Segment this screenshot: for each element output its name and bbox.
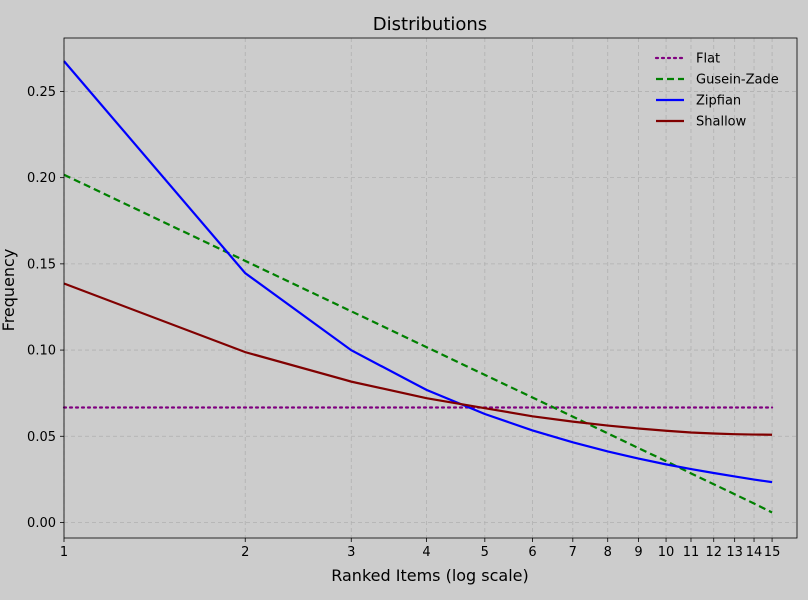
- series-line-gusein-zade: [63, 173, 773, 514]
- x-tick-label: 5: [481, 545, 489, 560]
- x-axis: 1 2 3 4 5 6 7 8 9 10 11 12 13 14 15: [60, 538, 780, 560]
- x-axis-label: Ranked Items (log scale): [331, 566, 529, 585]
- y-tick-label: 0.25: [27, 85, 56, 100]
- x-tick-label: 14: [746, 545, 763, 560]
- y-tick-label: 0.05: [27, 430, 56, 445]
- x-tick-label: 2: [241, 545, 249, 560]
- x-tick-label: 15: [764, 545, 781, 560]
- x-tick-label: 13: [726, 545, 743, 560]
- series-line-zipfian: [63, 60, 773, 484]
- x-tick-label: 3: [347, 545, 355, 560]
- series-line-shallow: [63, 282, 773, 436]
- legend-label: Gusein-Zade: [696, 73, 779, 88]
- x-tick-label: 12: [705, 545, 722, 560]
- grid: [63, 38, 797, 538]
- chart-title: Distributions: [373, 14, 487, 35]
- y-tick-label: 0.15: [27, 257, 56, 272]
- plot-border: [63, 37, 798, 539]
- y-tick-label: 0.00: [27, 516, 56, 531]
- x-tick-label: 6: [528, 545, 536, 560]
- x-tick-label: 4: [422, 545, 430, 560]
- y-tick-label: 0.10: [27, 344, 56, 359]
- y-axis-label: Frequency: [0, 249, 18, 332]
- legend-label: Flat: [696, 52, 720, 67]
- legend-label: Zipfian: [696, 94, 741, 109]
- x-tick-label: 8: [604, 545, 612, 560]
- legend: Flat Gusein-Zade Zipfian Shallow: [654, 52, 779, 130]
- series-layer: [62, 60, 774, 514]
- x-tick-label: 7: [569, 545, 577, 560]
- y-tick-label: 0.20: [27, 171, 56, 186]
- x-tick-label: 10: [658, 545, 675, 560]
- x-tick-label: 9: [634, 545, 642, 560]
- x-tick-label: 11: [683, 545, 700, 560]
- y-axis: 0.00 0.05 0.10 0.15 0.20 0.25: [27, 85, 64, 531]
- legend-label: Shallow: [696, 115, 747, 130]
- x-tick-label: 1: [60, 545, 68, 560]
- plot-area: [64, 38, 797, 538]
